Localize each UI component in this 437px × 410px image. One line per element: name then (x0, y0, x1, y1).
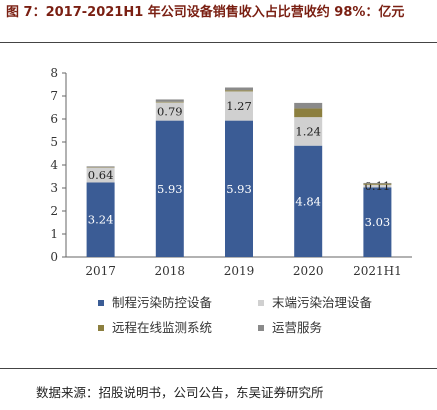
y-tick-label: 0 (50, 250, 58, 264)
data-label: 1.27 (226, 99, 252, 113)
x-tick-label: 2018 (155, 264, 186, 278)
stacked-bar-chart: 0 1 2 3 4 5 6 7 8 3.24 0.64 2017 5.93 0.79 2018 5.93 1.2… (50, 66, 412, 335)
bottom-rule (0, 368, 437, 369)
bar-segment (86, 166, 115, 168)
bar-segment (294, 102, 323, 109)
data-label: 4.84 (295, 194, 321, 208)
legend-swatch (258, 325, 264, 331)
y-tick-label: 3 (50, 181, 58, 195)
bar-segment (155, 120, 184, 257)
legend-swatch (98, 300, 104, 306)
x-tick-label: 2021H1 (353, 264, 402, 278)
data-label: 0.64 (88, 168, 114, 182)
bar-segment (86, 182, 115, 257)
legend-label: 末端污染治理设备 (272, 295, 373, 310)
x-tick-label: 2019 (224, 264, 255, 278)
x-tick-label: 2020 (293, 264, 324, 278)
bar-segment (363, 183, 392, 185)
y-tick-label: 2 (50, 204, 58, 218)
y-tick-label: 7 (50, 89, 58, 103)
data-label: 1.24 (295, 124, 321, 138)
bar-segment (155, 101, 184, 103)
figure-title: 图 7：2017-2021H1 年公司设备销售收入占比营收约 98%：亿元 (6, 5, 405, 20)
bar-segment (294, 145, 323, 257)
bar-segment (225, 87, 253, 91)
source-note: 数据来源：招股说明书，公司公告，东吴证券研究所 (36, 385, 324, 400)
data-label: 3.24 (88, 213, 114, 227)
y-tick-label: 8 (50, 66, 58, 80)
data-label: 3.03 (365, 215, 391, 229)
legend-label: 制程污染防控设备 (112, 295, 213, 310)
data-label: 5.93 (157, 182, 183, 196)
y-tick-label: 1 (50, 227, 58, 241)
bar-segment (155, 102, 184, 121)
bar-segment (294, 108, 323, 118)
bar-segment (225, 91, 253, 121)
data-label: 0.11 (365, 179, 391, 193)
bar-segment (225, 120, 253, 257)
y-tick-label: 5 (50, 135, 58, 149)
data-label: 0.79 (157, 105, 183, 119)
bar-segment (363, 184, 392, 188)
bar-segment (363, 182, 392, 184)
y-tick-label: 6 (50, 112, 58, 126)
legend-swatch (98, 325, 104, 331)
data-label: 5.93 (226, 182, 252, 196)
legend-label: 远程在线监测系统 (112, 320, 212, 335)
bar-segment (294, 117, 323, 146)
bar-segment (155, 99, 184, 102)
legend-swatch (258, 300, 264, 306)
bar-segment (86, 167, 115, 183)
bar-segment (363, 187, 392, 257)
x-tick-label: 2017 (85, 264, 116, 278)
y-tick-label: 4 (50, 158, 58, 172)
legend-label: 运营服务 (272, 320, 322, 335)
top-rule (0, 42, 437, 43)
bar-segment (225, 90, 253, 92)
